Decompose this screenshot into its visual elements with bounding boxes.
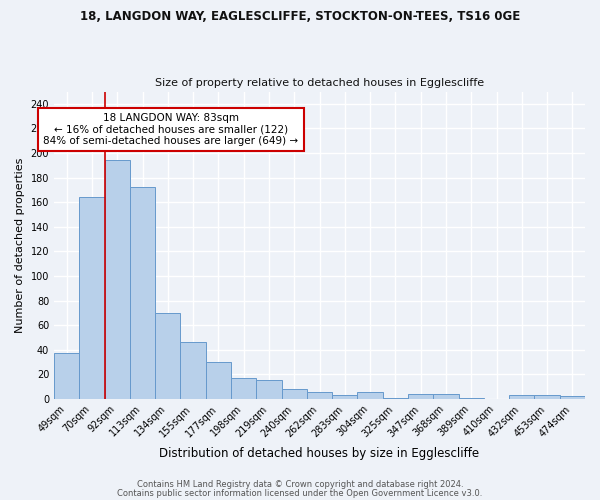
Bar bbox=[181, 342, 206, 399]
Y-axis label: Number of detached properties: Number of detached properties bbox=[15, 158, 25, 333]
Bar bbox=[104, 160, 130, 399]
Bar bbox=[155, 313, 181, 399]
Bar bbox=[281, 389, 307, 399]
Bar bbox=[130, 188, 155, 399]
Bar bbox=[560, 396, 585, 399]
Bar bbox=[307, 392, 332, 399]
Text: Contains HM Land Registry data © Crown copyright and database right 2024.: Contains HM Land Registry data © Crown c… bbox=[137, 480, 463, 489]
Title: Size of property relative to detached houses in Egglescliffe: Size of property relative to detached ho… bbox=[155, 78, 484, 88]
Bar bbox=[433, 394, 458, 399]
Bar bbox=[256, 380, 281, 399]
Bar bbox=[408, 394, 433, 399]
Bar bbox=[535, 395, 560, 399]
Bar bbox=[332, 395, 358, 399]
Bar bbox=[79, 198, 104, 399]
Bar bbox=[358, 392, 383, 399]
Text: 18, LANGDON WAY, EAGLESCLIFFE, STOCKTON-ON-TEES, TS16 0GE: 18, LANGDON WAY, EAGLESCLIFFE, STOCKTON-… bbox=[80, 10, 520, 23]
Bar bbox=[458, 398, 484, 399]
Bar bbox=[383, 398, 408, 399]
Bar bbox=[54, 354, 79, 399]
Bar bbox=[509, 395, 535, 399]
Bar bbox=[231, 378, 256, 399]
Bar bbox=[206, 362, 231, 399]
Text: Contains public sector information licensed under the Open Government Licence v3: Contains public sector information licen… bbox=[118, 488, 482, 498]
X-axis label: Distribution of detached houses by size in Egglescliffe: Distribution of detached houses by size … bbox=[160, 447, 479, 460]
Text: 18 LANGDON WAY: 83sqm
← 16% of detached houses are smaller (122)
84% of semi-det: 18 LANGDON WAY: 83sqm ← 16% of detached … bbox=[43, 113, 298, 146]
